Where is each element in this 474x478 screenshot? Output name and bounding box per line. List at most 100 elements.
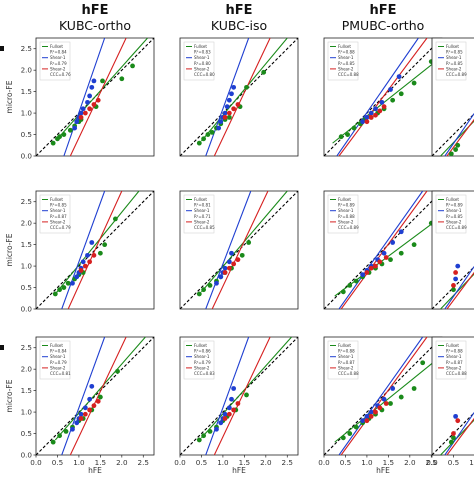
fit-line: [54, 337, 146, 441]
data-point: [89, 240, 95, 245]
y-tick-label: 0.5: [21, 429, 32, 438]
legend-label: R²=0.80: [194, 61, 211, 66]
x-tick-label: 0.5: [340, 458, 351, 467]
legend-label: Shear-2: [338, 219, 354, 224]
column-title-bold: hFE: [81, 3, 108, 18]
fit-line: [446, 271, 474, 309]
legend-label: R²=0.87: [50, 214, 67, 219]
legend: FullsetR²=0.89Shear-1R²=0.85Shear-2CCC=0…: [435, 194, 467, 234]
data-point: [91, 102, 97, 107]
data-point: [261, 69, 267, 75]
data-point: [201, 287, 207, 293]
data-point: [226, 265, 232, 271]
x-tick-label: 0.0: [174, 458, 186, 467]
x-tick-label: 1.0: [469, 458, 474, 467]
panel: FullsetR²=0.84Shear-1R²=0.79Shear-2CCC=0…: [5, 336, 155, 475]
legend-label: Fullset: [446, 343, 459, 348]
data-point: [196, 291, 202, 297]
identity-reference-line: [324, 38, 442, 156]
data-point: [226, 411, 232, 417]
legend-label: Shear-2: [338, 365, 354, 370]
legend-label: CCC=0.88: [446, 371, 467, 376]
data-point: [78, 110, 84, 116]
data-point: [235, 257, 241, 263]
y-tick-label: 0.0: [21, 451, 33, 460]
fit-line: [205, 191, 252, 309]
legend-label: CCC=0.79: [50, 225, 71, 230]
data-point: [87, 259, 93, 265]
y-tick-label: 0.0: [21, 305, 33, 314]
data-point: [390, 386, 396, 391]
legend-label: Fullset: [50, 343, 63, 348]
data-point: [222, 265, 228, 271]
fit-line: [63, 38, 106, 156]
legend-box: [435, 340, 467, 380]
data-point: [209, 130, 215, 135]
fit-line: [444, 112, 474, 156]
y-tick-label: 2.0: [21, 219, 33, 228]
data-point: [61, 285, 67, 290]
data-point: [97, 250, 103, 256]
data-point: [364, 119, 370, 125]
data-point: [207, 283, 213, 288]
legend-label: Shear-2: [194, 66, 210, 71]
legend-label: CCC=0.85: [194, 225, 215, 230]
data-point: [67, 127, 73, 133]
data-point: [82, 405, 88, 411]
data-point: [78, 411, 84, 417]
legend-label: R²=0.79: [50, 360, 67, 365]
data-point: [196, 437, 202, 443]
column-title-bold: hFE: [369, 3, 396, 18]
x-axis-label: hFE: [232, 466, 246, 474]
x-tick-label: 2.0: [260, 458, 272, 467]
legend: FullsetR²=0.81Shear-1R²=0.71Shear-2CCC=0…: [183, 194, 215, 234]
data-point: [453, 270, 458, 275]
fit-line: [54, 191, 140, 295]
data-point: [453, 413, 458, 419]
data-point: [226, 405, 232, 411]
fit-line: [444, 265, 474, 309]
legend: FullsetR²=0.88Shear-1R²=0.85Shear-2CCC=0…: [327, 41, 359, 81]
data-point: [453, 147, 458, 152]
legend-label: R²=0.85: [446, 61, 463, 66]
fit-line: [336, 38, 419, 156]
data-point: [222, 114, 228, 120]
legend-label: Fullset: [194, 197, 207, 202]
data-point: [398, 91, 404, 97]
legend-box: [183, 194, 215, 234]
data-point: [91, 78, 97, 84]
panel-plot-area: FullsetR²=0.89Shear-1R²=0.85Shear-2CCC=0…: [432, 194, 474, 309]
data-point: [85, 252, 90, 258]
data-point: [398, 250, 404, 256]
data-point: [396, 74, 402, 80]
identity-reference-line: [180, 191, 298, 309]
panel: FullsetR²=0.88Shear-1R²=0.85Shear-2CCC=0…: [323, 37, 443, 157]
legend-label: R²=0.79: [194, 360, 211, 365]
legend-label: R²=0.88: [338, 50, 355, 55]
y-tick-label: 2.0: [21, 365, 33, 374]
section-marker: [0, 46, 4, 51]
y-tick-label: 1.0: [21, 109, 33, 118]
data-point: [82, 263, 88, 269]
legend-label: Shear-2: [338, 66, 354, 71]
legend-label: Shear-1: [338, 55, 354, 60]
data-point: [420, 360, 426, 366]
legend-label: R²=0.81: [194, 203, 211, 208]
identity-reference-line: [180, 38, 298, 156]
data-point: [218, 119, 224, 125]
data-point: [448, 439, 454, 445]
data-point: [360, 119, 366, 125]
identity-reference-line: [36, 38, 154, 156]
data-point: [85, 99, 90, 105]
data-point: [207, 429, 213, 434]
data-point: [201, 433, 207, 439]
data-point: [100, 78, 105, 84]
legend-box: [183, 41, 215, 81]
data-point: [364, 418, 370, 424]
panel-plot-area: FullsetR²=0.85Shear-1R²=0.87Shear-2CCC=0…: [36, 191, 154, 309]
x-tick-label: 1.0: [73, 458, 85, 467]
legend-label: R²=0.83: [194, 50, 211, 55]
data-point: [364, 270, 370, 275]
legend-label: CCC=0.80: [194, 72, 215, 77]
